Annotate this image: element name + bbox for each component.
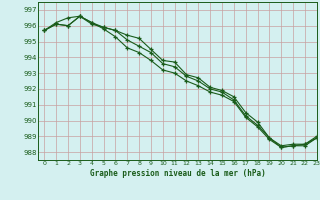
X-axis label: Graphe pression niveau de la mer (hPa): Graphe pression niveau de la mer (hPa) [90,169,266,178]
